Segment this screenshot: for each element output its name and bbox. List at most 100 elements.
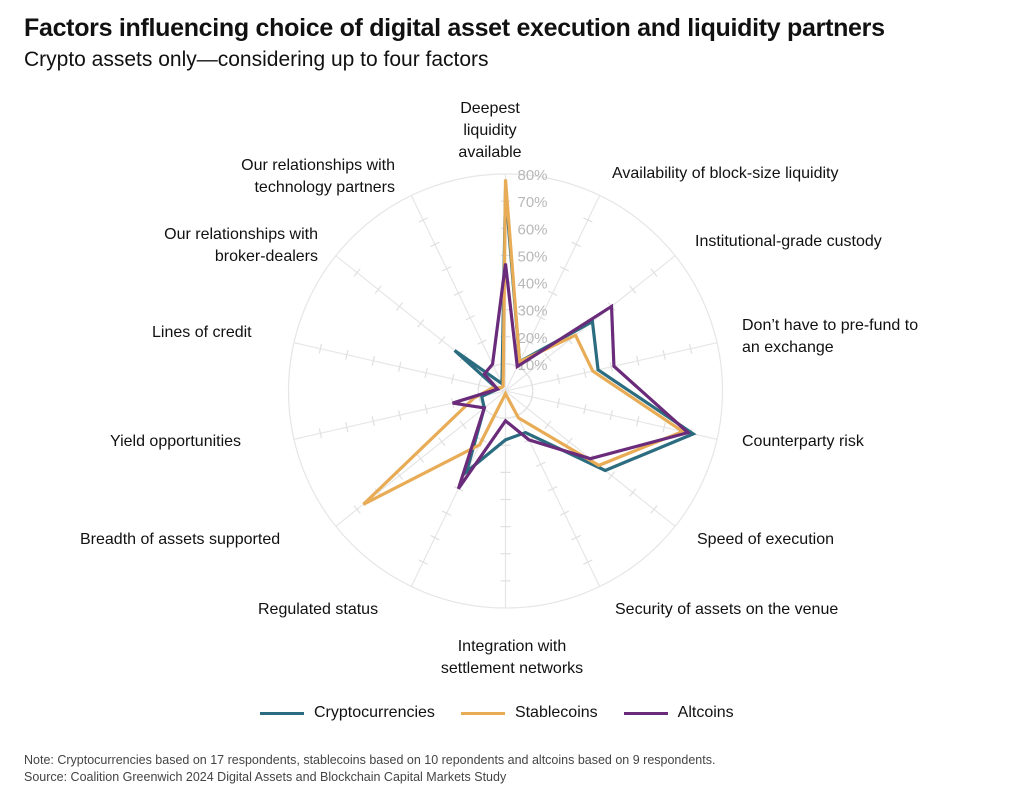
axis-label-deepest-liquidity: Deepest liquidity available (458, 100, 522, 161)
spoke-tick (565, 437, 573, 447)
spoke-tick (583, 559, 593, 565)
spoke-tick (688, 343, 693, 354)
spoke-tick (418, 559, 428, 565)
spoke-tick (418, 217, 428, 223)
spoke-tick (424, 404, 428, 415)
spoke-tick (345, 422, 349, 433)
r-tick-label: 20% (518, 330, 548, 347)
spoke-tick (636, 355, 640, 366)
spoke-tick (424, 367, 428, 378)
spoke-tick (629, 285, 637, 294)
axis-label-tech-partners: Our relationships with technology partne… (241, 157, 395, 196)
spoke-tick (441, 266, 452, 272)
spoke-tick (571, 534, 581, 541)
spoke-tick (417, 319, 425, 328)
axis-label-custody: Institutional-grade custody (695, 233, 882, 250)
legend-swatch (623, 711, 668, 715)
spoke-tick (650, 505, 658, 514)
series-cryptocurrencies (453, 190, 697, 477)
axis-label-pre-fund: Don’t have to pre-fund to an exchange (742, 317, 919, 356)
spoke-tick (583, 217, 593, 223)
spoke-tick (609, 361, 613, 372)
spoke-tick (477, 339, 487, 345)
r-tick-label: 70% (518, 194, 548, 211)
spoke-tick (607, 471, 616, 480)
spoke-tick (430, 534, 440, 541)
spoke-tick (583, 404, 587, 415)
spoke-tick (459, 420, 467, 430)
axis-label-block-size: Availability of block-size liquidity (612, 165, 839, 182)
spoke-tick (559, 266, 570, 272)
spoke-tick (523, 403, 531, 413)
spoke-tick (536, 461, 546, 468)
axis-label-lines-of-credit: Lines of credit (152, 324, 252, 341)
spoke-tick (530, 392, 534, 403)
legend-label: Stablecoins (514, 704, 598, 721)
legend-label: Cryptocurrencies (314, 704, 435, 721)
spoke-tick (465, 314, 475, 321)
spoke-tick (318, 343, 323, 354)
spoke-tick (345, 349, 349, 360)
r-tick-label: 40% (518, 276, 548, 293)
axis-label-security: Security of assets on the venue (615, 601, 839, 618)
legend-item-altcoins: Altcoins (623, 704, 734, 722)
spoke-tick (453, 290, 464, 296)
spoke-tick (374, 285, 382, 294)
spoke-tick (556, 398, 561, 409)
legend-swatch (260, 711, 304, 715)
spoke-tick (650, 268, 658, 277)
spoke-tick (530, 379, 534, 390)
spoke-tick (556, 373, 561, 384)
series-altcoins (452, 263, 692, 490)
axis-label-integration: Integration with settlement networks (440, 638, 584, 677)
spoke-tick (441, 510, 452, 516)
spoke-tick (571, 241, 581, 248)
r-tick-label: 60% (518, 221, 548, 238)
spoke-tick (662, 422, 666, 433)
spoke-tick (353, 505, 361, 514)
spoke-tick (629, 488, 637, 497)
spoke-tick (609, 410, 613, 421)
spoke-tick (398, 410, 402, 421)
chart-subtitle: Crypto assets only—considering up to fou… (24, 48, 489, 71)
spoke-tick (547, 486, 558, 492)
legend-label: Altcoins (677, 704, 734, 721)
spoke-tick (583, 367, 587, 378)
axis-label-yield: Yield opportunities (110, 433, 242, 450)
spoke-tick (430, 241, 440, 248)
spoke-tick (524, 339, 534, 345)
spoke-tick (547, 290, 558, 296)
spoke-tick (477, 379, 481, 390)
spoke-tick (353, 268, 361, 277)
footnote: Note: Cryptocurrencies based on 17 respo… (24, 752, 715, 786)
spoke-tick (544, 352, 552, 362)
legend-item-cryptocurrencies: Cryptocurrencies (260, 704, 435, 722)
chart-title: Factors influencing choice of digital as… (24, 14, 885, 42)
spoke-tick (395, 302, 404, 311)
source-text: Source: Coalition Greenwich 2024 Digital… (24, 770, 507, 784)
legend-swatch (460, 711, 505, 715)
spoke-tick (398, 361, 402, 372)
spoke-tick (438, 335, 446, 345)
spoke-tick (559, 510, 570, 516)
axis-label-breadth: Breadth of assets supported (80, 531, 281, 548)
axis-label-regulated: Regulated status (258, 601, 379, 618)
spoke-tick (536, 314, 546, 321)
spoke-tick (636, 416, 640, 427)
r-tick-label: 30% (518, 303, 548, 320)
axis-label-counterparty: Counterparty risk (742, 433, 864, 450)
axis-label-broker-dealers: Our relationships with broker-dealers (164, 226, 318, 265)
spoke-tick (662, 349, 666, 360)
legend-item-stablecoins: Stablecoins (460, 704, 598, 722)
axis-label-speed: Speed of execution (697, 531, 834, 548)
spoke-tick (318, 428, 323, 439)
spoke-tick (438, 437, 446, 447)
spoke-tick (523, 369, 531, 379)
spoke-tick (417, 454, 425, 463)
r-tick-label: 50% (518, 248, 548, 265)
spoke-tick (450, 373, 455, 384)
r-tick-label: 80% (518, 167, 548, 184)
legend: Cryptocurrencies Stablecoins Altcoins (260, 704, 734, 722)
